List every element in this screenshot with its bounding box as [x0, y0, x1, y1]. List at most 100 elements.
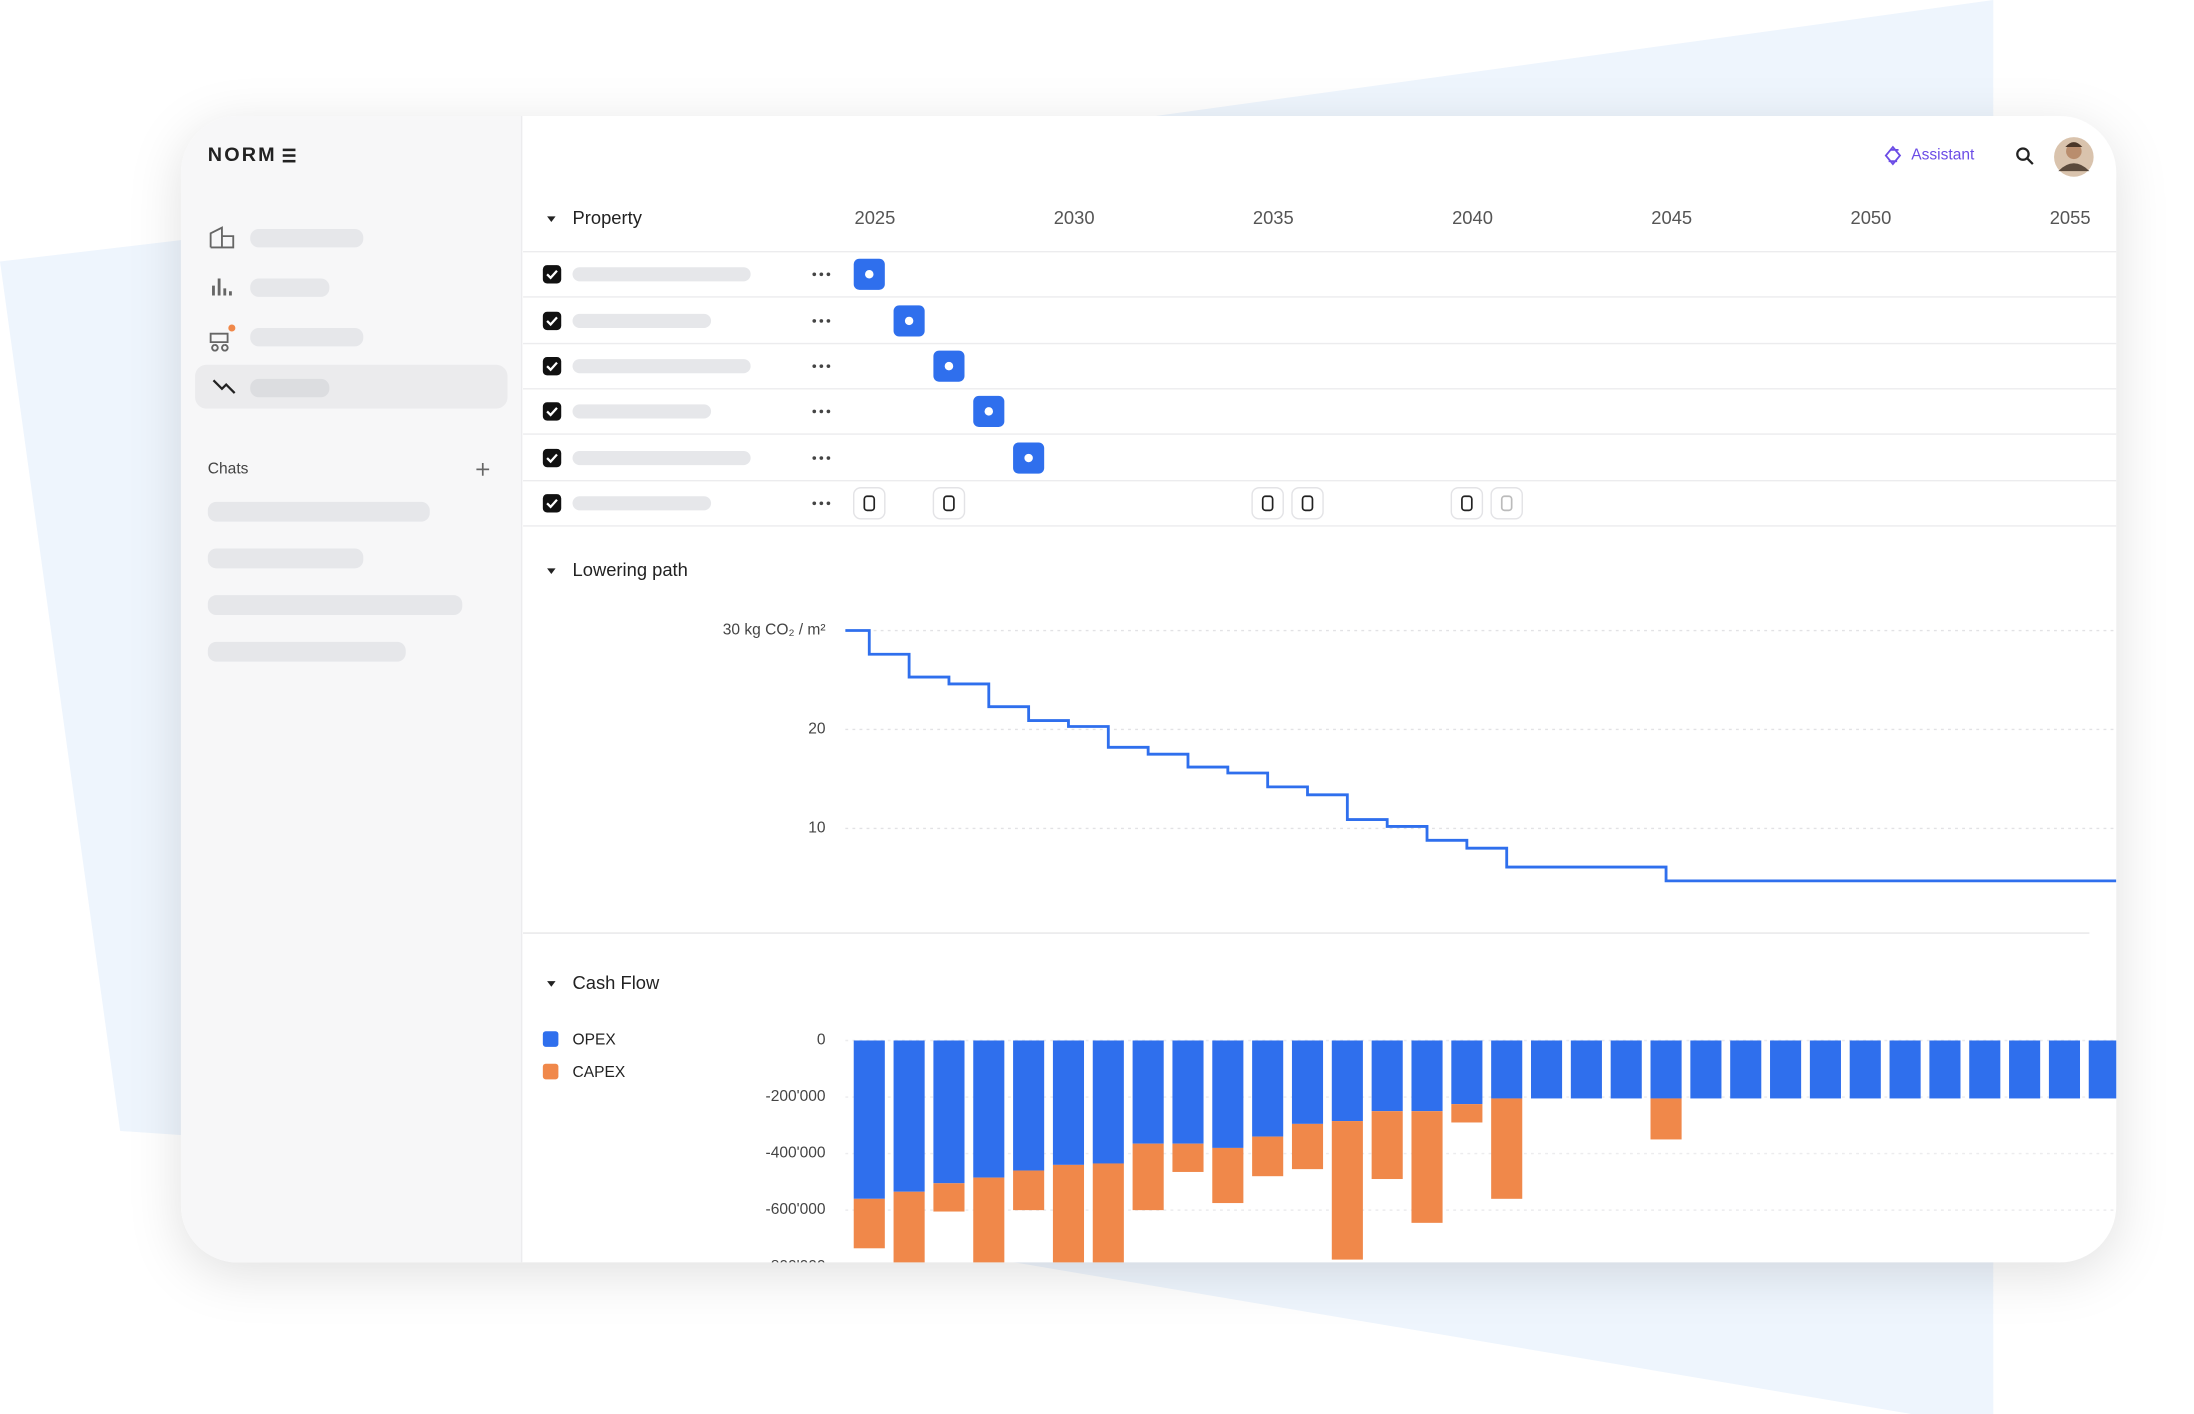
nav-icon: [212, 379, 236, 394]
legend-label: OPEX: [573, 1032, 617, 1049]
legend-swatch: [542, 1031, 559, 1047]
cash-flow-bar: [1889, 1040, 1921, 1099]
cash-flow-bar: [893, 1191, 925, 1263]
collapse-toggle[interactable]: [547, 216, 556, 222]
row-menu-dot[interactable]: [812, 272, 817, 277]
measure-icon[interactable]: [1251, 487, 1284, 520]
icon-glyph: [1261, 495, 1274, 512]
section-title: Cash Flow: [573, 972, 660, 993]
y-tick-label: -800'000: [766, 1258, 826, 1275]
measure-icon[interactable]: [932, 487, 966, 520]
row-placeholder: [572, 313, 712, 328]
chat-placeholder[interactable]: [207, 595, 463, 615]
nav-active[interactable]: [195, 364, 508, 409]
measure-icon[interactable]: [1490, 487, 1523, 520]
cash-flow-bar: [1690, 1040, 1722, 1099]
cash-flow-bar: [1929, 1040, 1961, 1099]
row-menu-dot[interactable]: [812, 319, 817, 323]
row-menu-dot[interactable]: [812, 456, 817, 460]
search-button[interactable]: [2016, 147, 2034, 165]
checkbox[interactable]: [542, 402, 562, 421]
row-menu-dot[interactable]: [819, 501, 824, 506]
cash-flow-bar: [1371, 1111, 1403, 1180]
row-menu-dot[interactable]: [819, 319, 824, 323]
cash-flow-bar: [1371, 1040, 1403, 1112]
y-tick-label: 10: [808, 820, 826, 837]
row-menu-dot[interactable]: [819, 409, 824, 414]
cash-flow-bar: [1570, 1040, 1602, 1099]
cash-flow-bar: [1411, 1111, 1443, 1223]
row-menu-dot[interactable]: [826, 501, 831, 506]
icon-glyph: [863, 495, 876, 512]
cash-flow-bar: [893, 1040, 925, 1192]
y-tick-label: 30 kg CO₂ / m²: [723, 622, 826, 639]
row-menu-dot[interactable]: [819, 272, 824, 277]
cash-flow-bar: [1092, 1163, 1124, 1263]
nav-placeholder[interactable]: [250, 378, 330, 398]
row-menu-dot[interactable]: [812, 501, 817, 506]
add-chat-button[interactable]: [476, 463, 490, 476]
y-tick-label: -200'000: [766, 1088, 826, 1105]
checkbox[interactable]: [542, 448, 562, 468]
row-menu-dot[interactable]: [819, 456, 824, 460]
cash-flow-bar: [933, 1183, 965, 1212]
checkmark: [546, 269, 558, 280]
row-menu-dot[interactable]: [826, 319, 831, 323]
row-menu-dot[interactable]: [812, 364, 817, 369]
row-placeholder: [572, 404, 712, 419]
cash-flow-bar: [1252, 1040, 1284, 1137]
nav-placeholder[interactable]: [250, 327, 364, 347]
cash-flow-bar: [1650, 1040, 1682, 1099]
logo[interactable]: NORM: [208, 144, 277, 166]
marker-dot: [865, 270, 874, 279]
charts: 0 -200'000 -400'000 -600'000 -800'000: [766, 629, 2117, 1275]
row-placeholder: [572, 267, 751, 282]
row-placeholder: [572, 359, 751, 374]
legend-swatch: [542, 1063, 559, 1080]
cash-flow-bar: [1172, 1143, 1204, 1172]
collapse-toggle[interactable]: [547, 568, 556, 574]
cash-flow-bar: [973, 1177, 1005, 1263]
cash-flow-bar: [933, 1040, 965, 1184]
cash-flow-bar: [1491, 1040, 1523, 1099]
assistant-button[interactable]: Assistant: [1911, 147, 1975, 164]
measure-icon[interactable]: [1450, 487, 1484, 520]
chat-placeholder[interactable]: [207, 641, 406, 662]
nav-placeholder[interactable]: [250, 229, 364, 248]
checkbox[interactable]: [542, 356, 562, 376]
cash-flow-bar: [1530, 1040, 1563, 1099]
cash-flow-bar: [1132, 1143, 1164, 1211]
row-menu-dot[interactable]: [826, 456, 831, 460]
row-menu-dot[interactable]: [826, 272, 831, 277]
row-menu-dot[interactable]: [826, 364, 831, 369]
nav-placeholder[interactable]: [250, 278, 330, 297]
chat-placeholder[interactable]: [207, 548, 364, 569]
checkbox[interactable]: [542, 311, 562, 331]
cash-flow-bar: [1052, 1040, 1085, 1165]
measure-icon[interactable]: [853, 487, 886, 520]
cash-flow-bar: [1730, 1040, 1762, 1099]
row-menu-dot[interactable]: [826, 409, 831, 414]
x-tick-label: 2040: [1452, 207, 1493, 228]
avatar[interactable]: [2054, 137, 2094, 177]
sidebar: [180, 115, 522, 1263]
assistant-icon: [1884, 145, 1902, 166]
section-title: Property: [573, 207, 643, 228]
measure-icon[interactable]: [1291, 487, 1324, 520]
checkbox[interactable]: [542, 265, 562, 284]
collapse-toggle[interactable]: [547, 981, 556, 987]
marker-dot: [984, 407, 994, 416]
checkbox[interactable]: [542, 494, 562, 513]
cash-flow-bar: [2088, 1040, 2117, 1099]
checkmark: [546, 453, 558, 464]
row-menu-dot[interactable]: [812, 409, 817, 414]
cash-flow-bar: [1252, 1136, 1284, 1177]
chat-placeholder[interactable]: [207, 501, 430, 522]
y-tick-label: 0: [817, 1032, 826, 1049]
cash-flow-bar: [1411, 1040, 1443, 1112]
icon-glyph: [943, 495, 955, 512]
row-menu-dot[interactable]: [819, 364, 824, 369]
cash-flow-bar: [2048, 1040, 2081, 1099]
